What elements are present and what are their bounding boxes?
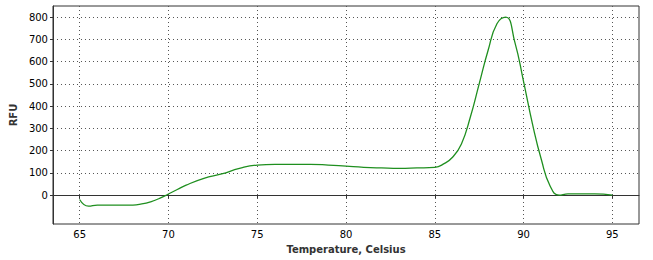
svg-text:95: 95 (606, 229, 619, 240)
svg-text:70: 70 (162, 229, 175, 240)
svg-text:RFU: RFU (8, 104, 19, 127)
svg-text:65: 65 (73, 229, 86, 240)
svg-text:400: 400 (29, 101, 48, 112)
svg-text:500: 500 (29, 78, 48, 89)
svg-text:85: 85 (428, 229, 441, 240)
svg-text:Temperature, Celsius: Temperature, Celsius (286, 244, 405, 255)
svg-text:0: 0 (42, 190, 48, 201)
svg-text:800: 800 (29, 12, 48, 23)
svg-text:200: 200 (29, 145, 48, 156)
svg-text:75: 75 (251, 229, 264, 240)
svg-text:600: 600 (29, 56, 48, 67)
svg-text:100: 100 (29, 167, 48, 178)
svg-text:90: 90 (517, 229, 530, 240)
svg-text:700: 700 (29, 34, 48, 45)
svg-text:300: 300 (29, 123, 48, 134)
svg-text:80: 80 (340, 229, 353, 240)
